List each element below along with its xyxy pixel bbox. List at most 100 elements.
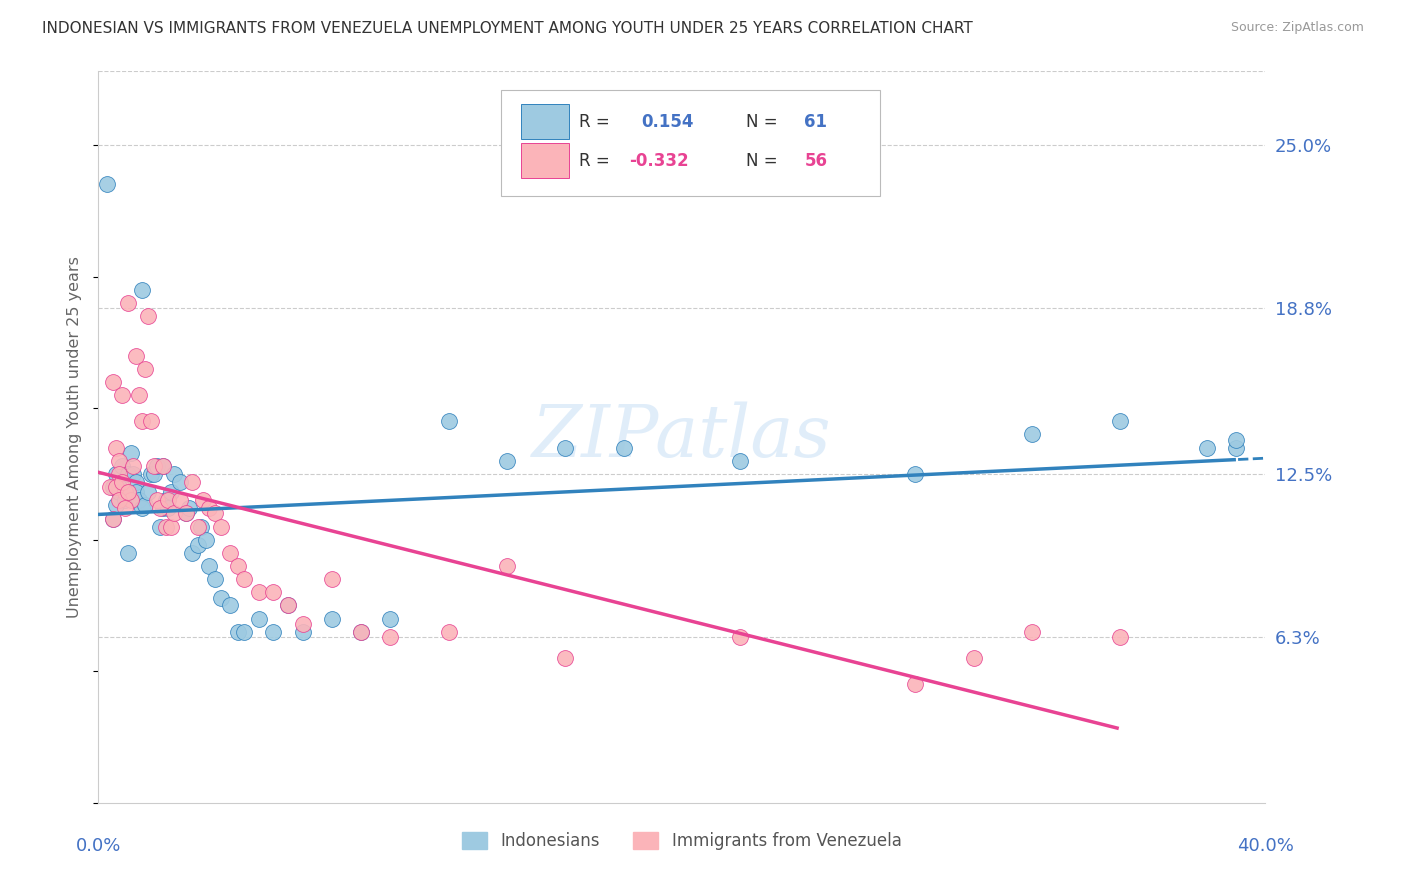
Point [437,414,460,428]
Point [321,572,343,586]
Point [128,388,150,402]
Point [149,501,172,516]
Point [152,458,174,473]
Point [114,493,136,508]
Point [131,501,153,516]
Point [277,599,299,613]
Point [160,485,183,500]
Point [218,546,240,560]
Text: -0.332: -0.332 [630,152,689,169]
Point [1225,441,1247,455]
Point [125,485,148,500]
Point [228,624,250,639]
Point [350,624,373,639]
Point [101,511,124,525]
Point [157,493,180,508]
Point [163,507,186,521]
Point [125,349,148,363]
Point [380,630,402,644]
Text: N =: N = [747,152,778,169]
Point [962,651,984,665]
Point [104,480,127,494]
Point [1108,414,1130,428]
Point [233,624,256,639]
Point [247,612,270,626]
Point [96,178,118,192]
Point [142,467,165,481]
Point [122,467,145,481]
Point [496,559,519,574]
Point [1108,630,1130,644]
Text: R =: R = [579,152,610,169]
Y-axis label: Unemployment Among Youth under 25 years: Unemployment Among Youth under 25 years [67,256,83,618]
Point [1225,433,1247,447]
Point [152,458,174,473]
Point [380,612,402,626]
Point [350,624,373,639]
Point [247,585,270,599]
Point [139,414,162,428]
Point [218,599,240,613]
Point [136,485,159,500]
Point [108,485,131,500]
Point [108,493,131,508]
Point [152,501,174,516]
Point [554,441,576,455]
Point [209,519,232,533]
Point [101,511,124,525]
FancyBboxPatch shape [520,104,568,139]
Point [155,493,177,508]
Point [134,499,156,513]
Point [904,677,927,691]
Point [177,501,200,516]
Point [155,519,177,533]
Point [104,499,127,513]
Point [209,591,232,605]
Point [321,612,343,626]
Point [204,507,226,521]
Point [180,546,202,560]
Point [117,467,139,481]
Point [496,454,519,468]
Text: 0.154: 0.154 [641,112,693,131]
Point [190,519,212,533]
Text: ZIPatlas: ZIPatlas [531,401,832,473]
FancyBboxPatch shape [501,90,880,195]
Point [114,485,136,500]
Point [125,475,148,489]
Point [108,480,131,494]
Point [1021,427,1043,442]
Text: INDONESIAN VS IMMIGRANTS FROM VENEZUELA UNEMPLOYMENT AMONG YOUTH UNDER 25 YEARS : INDONESIAN VS IMMIGRANTS FROM VENEZUELA … [42,21,973,36]
Point [277,599,299,613]
Point [111,475,134,489]
Point [233,572,256,586]
Point [146,458,169,473]
Point [101,480,124,494]
Point [291,624,314,639]
Point [437,624,460,639]
Point [174,507,197,521]
Point [111,458,134,473]
Point [128,493,150,508]
Point [554,651,576,665]
Point [146,493,169,508]
Text: 61: 61 [804,112,828,131]
Point [193,493,215,508]
Point [169,493,191,508]
Point [228,559,250,574]
Point [187,538,209,552]
Point [262,624,284,639]
Point [291,616,314,631]
Point [612,441,634,455]
Text: R =: R = [579,112,610,131]
Point [1195,441,1218,455]
Point [204,572,226,586]
Point [195,533,218,547]
Point [169,475,191,489]
Point [114,501,136,516]
Point [104,467,127,481]
Point [157,501,180,516]
Point [117,296,139,310]
Point [120,493,142,508]
Point [122,458,145,473]
